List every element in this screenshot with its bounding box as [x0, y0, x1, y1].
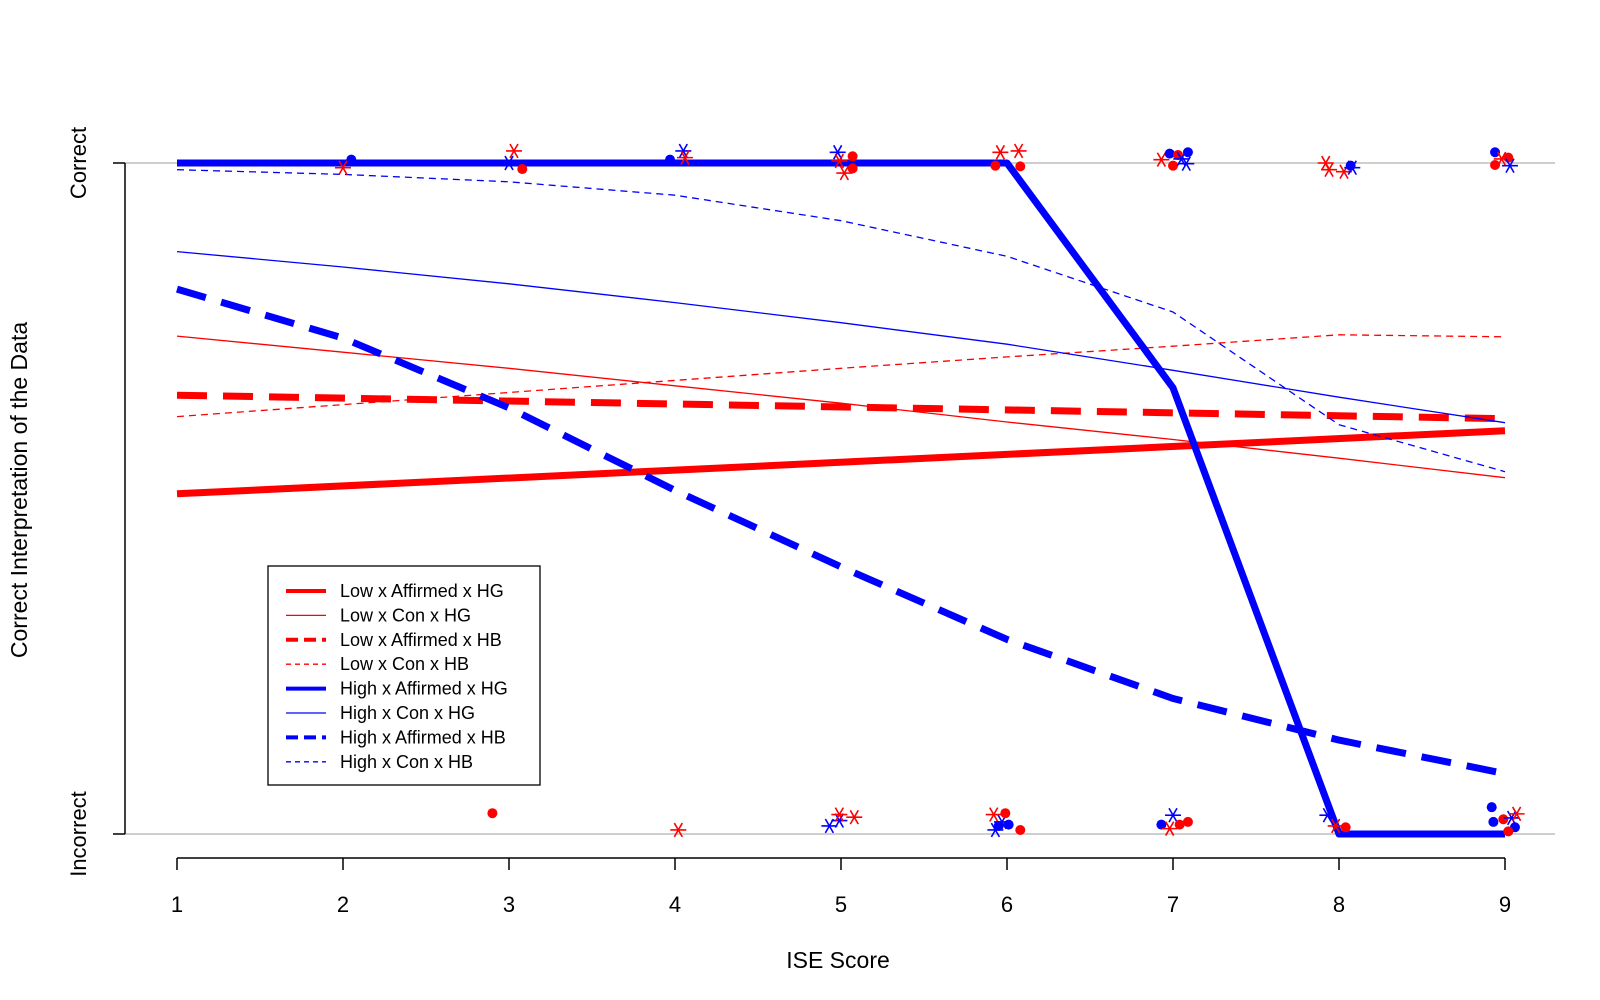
data-point-star — [1508, 806, 1525, 822]
data-point-star — [831, 813, 848, 828]
data-point-star — [829, 144, 846, 160]
data-point-star — [1010, 143, 1027, 159]
data-point-star — [846, 809, 863, 825]
legend-label: Low x Con x HG — [340, 605, 471, 625]
data-point — [517, 164, 528, 175]
data-point-star — [1161, 821, 1178, 836]
data-point — [1000, 808, 1011, 819]
data-point — [1174, 819, 1185, 830]
data-point-star — [831, 807, 848, 822]
data-point — [1182, 147, 1193, 158]
data-point-star — [501, 155, 517, 171]
data-point-star — [1178, 156, 1195, 171]
data-point — [1003, 819, 1014, 830]
y-axis-title: Correct Interpretation of the Data — [6, 322, 32, 658]
data-point — [1164, 148, 1175, 159]
axes: Incorrect Correct 1 2 3 4 5 6 7 8 9 — [66, 127, 1511, 917]
data-point — [1488, 816, 1499, 827]
series-line-7 — [176, 285, 1506, 778]
data-point — [1182, 816, 1193, 827]
x-tick-label: 3 — [503, 892, 515, 917]
series-line-6 — [176, 250, 1506, 424]
legend-box — [267, 565, 541, 786]
data-point — [1490, 160, 1501, 171]
data-point-star — [836, 165, 853, 181]
data-point-star — [1153, 152, 1170, 167]
data-point-star — [670, 822, 687, 838]
data-point-star — [1344, 160, 1361, 176]
x-tick-label: 4 — [669, 892, 681, 917]
data-point — [1015, 161, 1026, 172]
data-point-star — [987, 822, 1004, 838]
data-point-star — [1321, 162, 1338, 178]
data-point-star — [676, 150, 693, 165]
data-point-star — [992, 144, 1009, 160]
data-point — [1486, 802, 1497, 813]
x-tick-label: 2 — [337, 892, 349, 917]
series-line-8 — [176, 169, 1506, 473]
x-axis-title: ISE Score — [786, 947, 890, 973]
data-point-star — [1501, 158, 1518, 174]
data-point — [847, 163, 858, 174]
data-point — [1168, 160, 1178, 171]
data-point — [346, 154, 357, 165]
data-point — [1340, 822, 1351, 833]
series-line-1 — [176, 427, 1506, 498]
data-point — [1503, 152, 1514, 163]
y-tick-label: Incorrect — [66, 791, 91, 877]
data-point-star — [505, 143, 522, 159]
x-tick-label: 9 — [1499, 892, 1511, 917]
data-point — [1498, 814, 1509, 825]
data-point — [1156, 819, 1167, 830]
x-tick-label: 7 — [1167, 892, 1179, 917]
legend-label: Low x Affirmed x HG — [340, 581, 504, 601]
data-point — [487, 808, 498, 819]
legend-label: High x Affirmed x HG — [340, 679, 508, 699]
legend-label: Low x Con x HB — [340, 654, 469, 674]
data-point — [847, 151, 858, 162]
scatter-points — [335, 143, 1525, 838]
legend-label: High x Con x HG — [340, 703, 475, 723]
legend-label: High x Affirmed x HB — [340, 727, 506, 747]
data-point — [990, 160, 1001, 171]
data-point-star — [1165, 807, 1181, 823]
data-point — [1503, 826, 1514, 837]
legend-label: Low x Affirmed x HB — [340, 630, 502, 650]
x-tick-label: 8 — [1333, 892, 1345, 917]
x-tick-label: 5 — [835, 892, 847, 917]
data-point-star — [1319, 807, 1336, 823]
x-tick-label: 1 — [171, 892, 183, 917]
data-point-star — [831, 153, 848, 169]
data-point — [665, 154, 676, 165]
series-line-2 — [176, 335, 1506, 479]
y-tick-label: Correct — [66, 127, 91, 199]
legend-label: High x Con x HB — [340, 752, 473, 772]
data-point-star — [985, 807, 1002, 822]
data-point — [1015, 824, 1026, 835]
legend: Low x Affirmed x HG Low x Con x HG Low x A… — [267, 565, 541, 786]
series-line-4 — [176, 334, 1506, 418]
data-point-star — [335, 160, 351, 176]
data-point — [1490, 147, 1501, 158]
series-line-3 — [176, 391, 1506, 423]
x-tick-label: 6 — [1001, 892, 1013, 917]
